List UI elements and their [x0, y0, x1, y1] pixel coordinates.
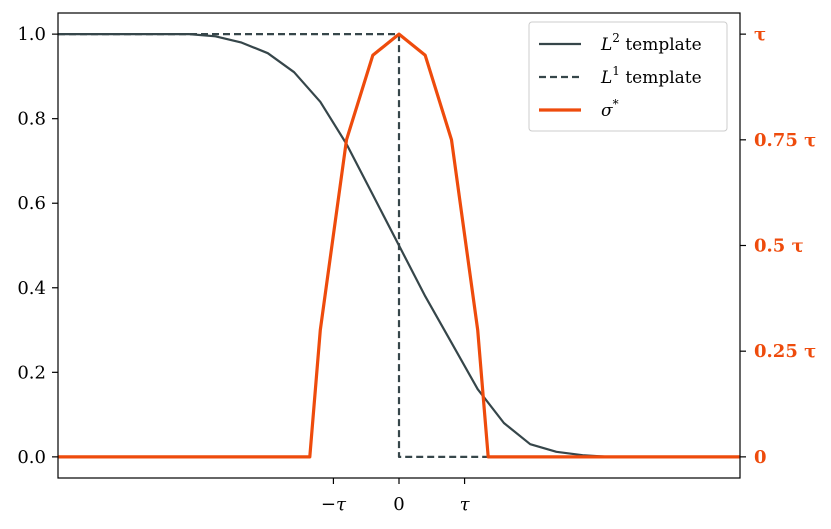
y-left-tick-label: 0.6 [17, 193, 46, 214]
plot-area [58, 32, 740, 459]
y-right-tick-label: 0 [754, 447, 767, 468]
legend-label-sup: 1 [612, 64, 620, 78]
y-left-tick-label: 0.4 [17, 278, 46, 299]
legend-label: σ* [601, 97, 619, 121]
x-tick-label: −τ [321, 494, 347, 515]
y-right-tick-label: τ [754, 24, 766, 45]
legend-label-main: L [600, 68, 612, 88]
legend-label-sup: * [613, 97, 619, 111]
legend-label-sup: 2 [612, 31, 620, 45]
legend-label: L2 template [600, 31, 702, 55]
x-tick-label: τ [460, 494, 471, 515]
legend-label-main: L [600, 35, 612, 55]
legend-label: L1 template [600, 64, 702, 88]
x-tick-label: 0 [393, 494, 404, 515]
y-right-tick-label: 0.5 τ [754, 236, 804, 257]
l1-template-line [58, 32, 740, 458]
y-right-tick-label: 0.75 τ [754, 130, 816, 151]
sigma-star-line [58, 32, 740, 459]
y-left-tick-label: 0.0 [17, 447, 46, 468]
legend-box [528, 21, 728, 132]
y-left-tick-label: 1.0 [17, 24, 46, 45]
legend-label-rest: template [620, 68, 702, 88]
y-left-tick-label: 0.8 [17, 109, 46, 130]
y-left-tick-label: 0.2 [17, 362, 46, 383]
y-right-tick-label: 0.25 τ [754, 341, 816, 362]
legend-label-main: σ [601, 101, 613, 121]
legend-label-rest: template [620, 35, 702, 55]
axes: 0.0 0.2 0.4 0.6 0.8 1.0 0 0.25 τ 0.5 τ 0.75 τ τ −τ 0… [17, 12, 816, 515]
